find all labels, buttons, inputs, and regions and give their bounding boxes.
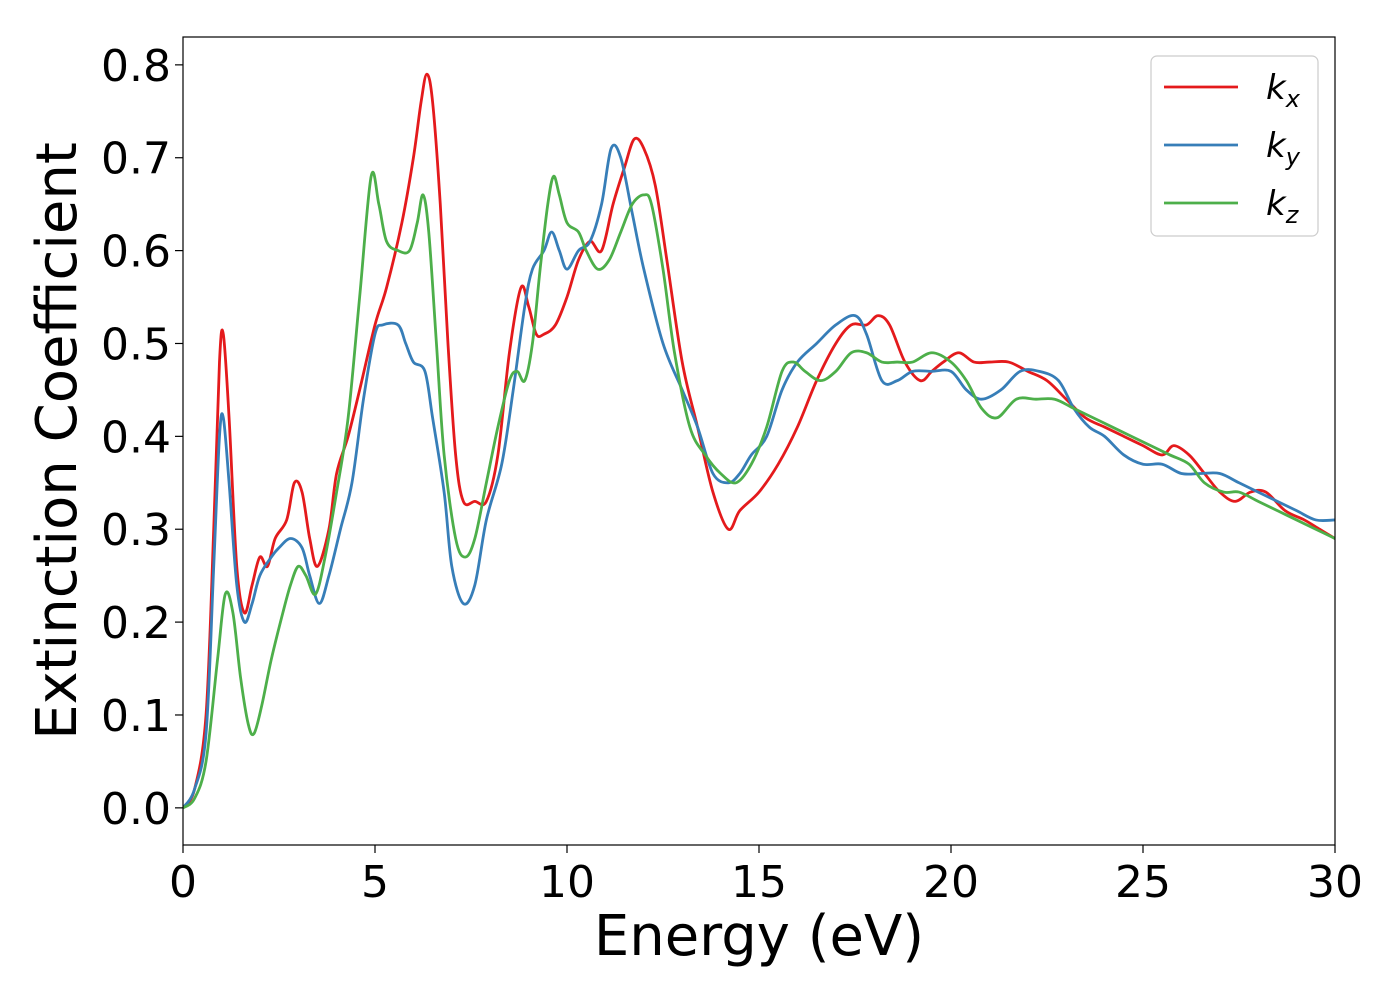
legend-label-kx: kx (1266, 68, 1301, 113)
y-axis-title: Extinction Coefficient (25, 142, 90, 740)
legend-items: kx ky kz (1164, 68, 1301, 229)
y-tick-label: 0.0 (101, 784, 171, 835)
y-tick-label: 0.6 (101, 227, 171, 278)
y-tick-label: 0.4 (101, 412, 171, 463)
x-tick-label: 20 (923, 857, 979, 908)
series-line-ky (183, 143, 1335, 810)
x-tick-label: 10 (539, 857, 595, 908)
y-tick-label: 0.7 (101, 134, 171, 185)
y-tick-label: 0.3 (101, 505, 171, 556)
y-tick-label: 0.5 (101, 319, 171, 370)
x-axis-title: Energy (eV) (594, 904, 924, 969)
x-tick-label: 25 (1115, 857, 1171, 908)
series-line-kx (183, 72, 1335, 810)
x-tick-label: 30 (1307, 857, 1363, 908)
x-tick-label: 5 (361, 857, 389, 908)
y-axis: 0.0 0.1 0.2 0.3 0.4 0.5 0.6 0.7 0.8 (101, 41, 183, 835)
y-tick-label: 0.1 (101, 691, 171, 742)
y-tick-label: 0.8 (101, 41, 171, 92)
legend-label-ky: ky (1266, 126, 1301, 171)
legend: kx ky kz (1150, 55, 1319, 237)
x-tick-label: 15 (731, 857, 787, 908)
x-axis: 0 5 10 15 20 25 30 (169, 845, 1363, 908)
y-tick-label: 0.2 (101, 598, 171, 649)
series-layer (183, 72, 1335, 810)
series-line-kz (183, 171, 1335, 810)
x-tick-label: 0 (169, 857, 197, 908)
legend-label-kz: kz (1266, 184, 1300, 229)
